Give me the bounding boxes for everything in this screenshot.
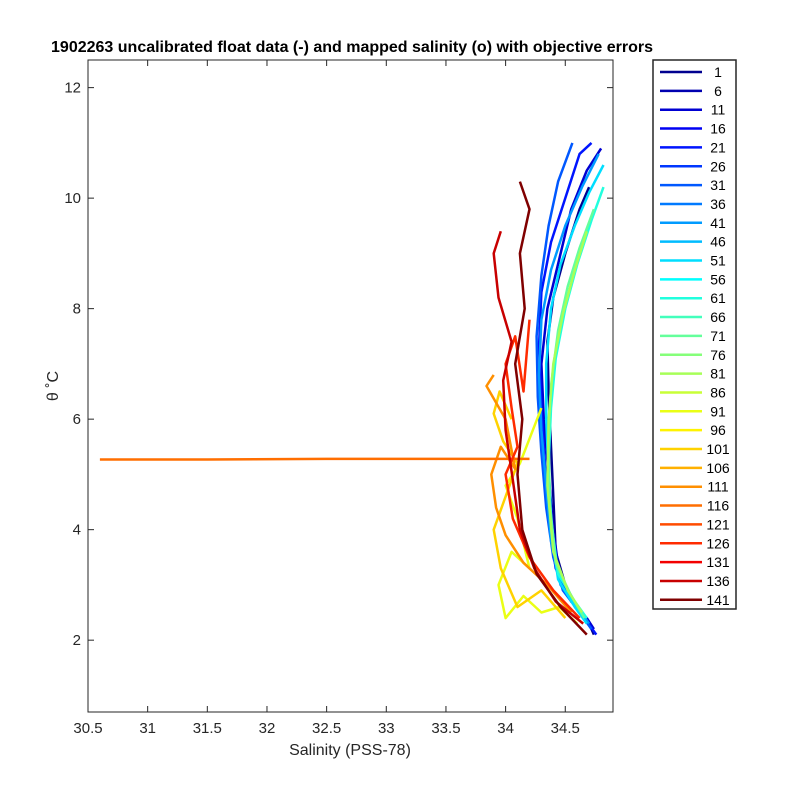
legend-label: 1 (714, 64, 722, 80)
legend-label: 26 (710, 158, 726, 174)
y-tick-label: 8 (73, 301, 81, 318)
y-axis: 2 4 6 8 10 12 (64, 80, 613, 649)
legend-label: 6 (714, 83, 722, 99)
legend-box (652, 59, 737, 610)
x-tick-label: 30.5 (73, 720, 102, 737)
chart-title: 1902263 uncalibrated float data (-) and … (51, 39, 653, 56)
x-tick-label: 32.5 (312, 720, 341, 737)
plot-area-frame (87, 59, 614, 713)
legend-label: 76 (710, 347, 726, 363)
x-axis: 30.5 31 31.5 32 32.5 33 33.5 34 34.5 (73, 60, 580, 737)
legend-label: 11 (711, 102, 726, 118)
x-tick-label: 33.5 (431, 720, 460, 737)
legend-label: 71 (710, 328, 726, 344)
legend-label: 136 (706, 573, 730, 589)
x-tick-label: 33 (378, 720, 395, 737)
legend-label: 111 (707, 479, 728, 495)
series-line-15 (513, 181, 588, 636)
legend-label: 56 (710, 271, 726, 287)
y-tick-label: 4 (73, 522, 81, 539)
legend-label: 116 (707, 498, 730, 514)
legend-label: 61 (710, 290, 726, 306)
series-layer (99, 141, 605, 636)
legend-label: 91 (710, 403, 726, 419)
legend: 1611162126313641465156616671768186919610… (652, 59, 737, 610)
x-tick-label: 34.5 (551, 720, 580, 737)
legend-label: 101 (706, 441, 730, 457)
series-line-8 (546, 230, 588, 614)
legend-label: 106 (706, 460, 730, 476)
legend-label: 121 (706, 516, 730, 532)
legend-label: 131 (706, 554, 730, 570)
legend-label: 86 (710, 384, 726, 400)
y-tick-label: 12 (64, 80, 81, 97)
series-line-5 (544, 164, 605, 625)
y-tick-label: 6 (73, 411, 81, 428)
x-tick-label: 31 (139, 720, 156, 737)
y-tick-label: 10 (64, 190, 81, 207)
series-line-11 (485, 374, 573, 614)
legend-label: 51 (710, 253, 726, 269)
legend-items: 1611162126313641465156616671768186919610… (660, 64, 730, 608)
x-tick-label: 34 (497, 720, 514, 737)
series-line-10 (492, 390, 567, 619)
x-tick-label: 32 (259, 720, 276, 737)
legend-label: 46 (710, 234, 726, 250)
legend-label: 21 (710, 139, 726, 155)
legend-label: 41 (710, 215, 726, 231)
legend-label: 96 (710, 422, 726, 438)
legend-label: 141 (706, 592, 730, 608)
y-tick-label: 2 (73, 632, 81, 649)
x-axis-label: Salinity (PSS-78) (289, 742, 411, 759)
legend-label: 16 (710, 121, 726, 137)
x-tick-label: 31.5 (193, 720, 222, 737)
legend-label: 31 (710, 177, 726, 193)
series-line-12 (99, 457, 530, 461)
legend-label: 36 (710, 196, 726, 212)
legend-label: 81 (710, 366, 726, 382)
legend-label: 126 (706, 535, 730, 551)
legend-label: 66 (710, 309, 726, 325)
y-axis-label: θ ˚C (45, 371, 62, 401)
